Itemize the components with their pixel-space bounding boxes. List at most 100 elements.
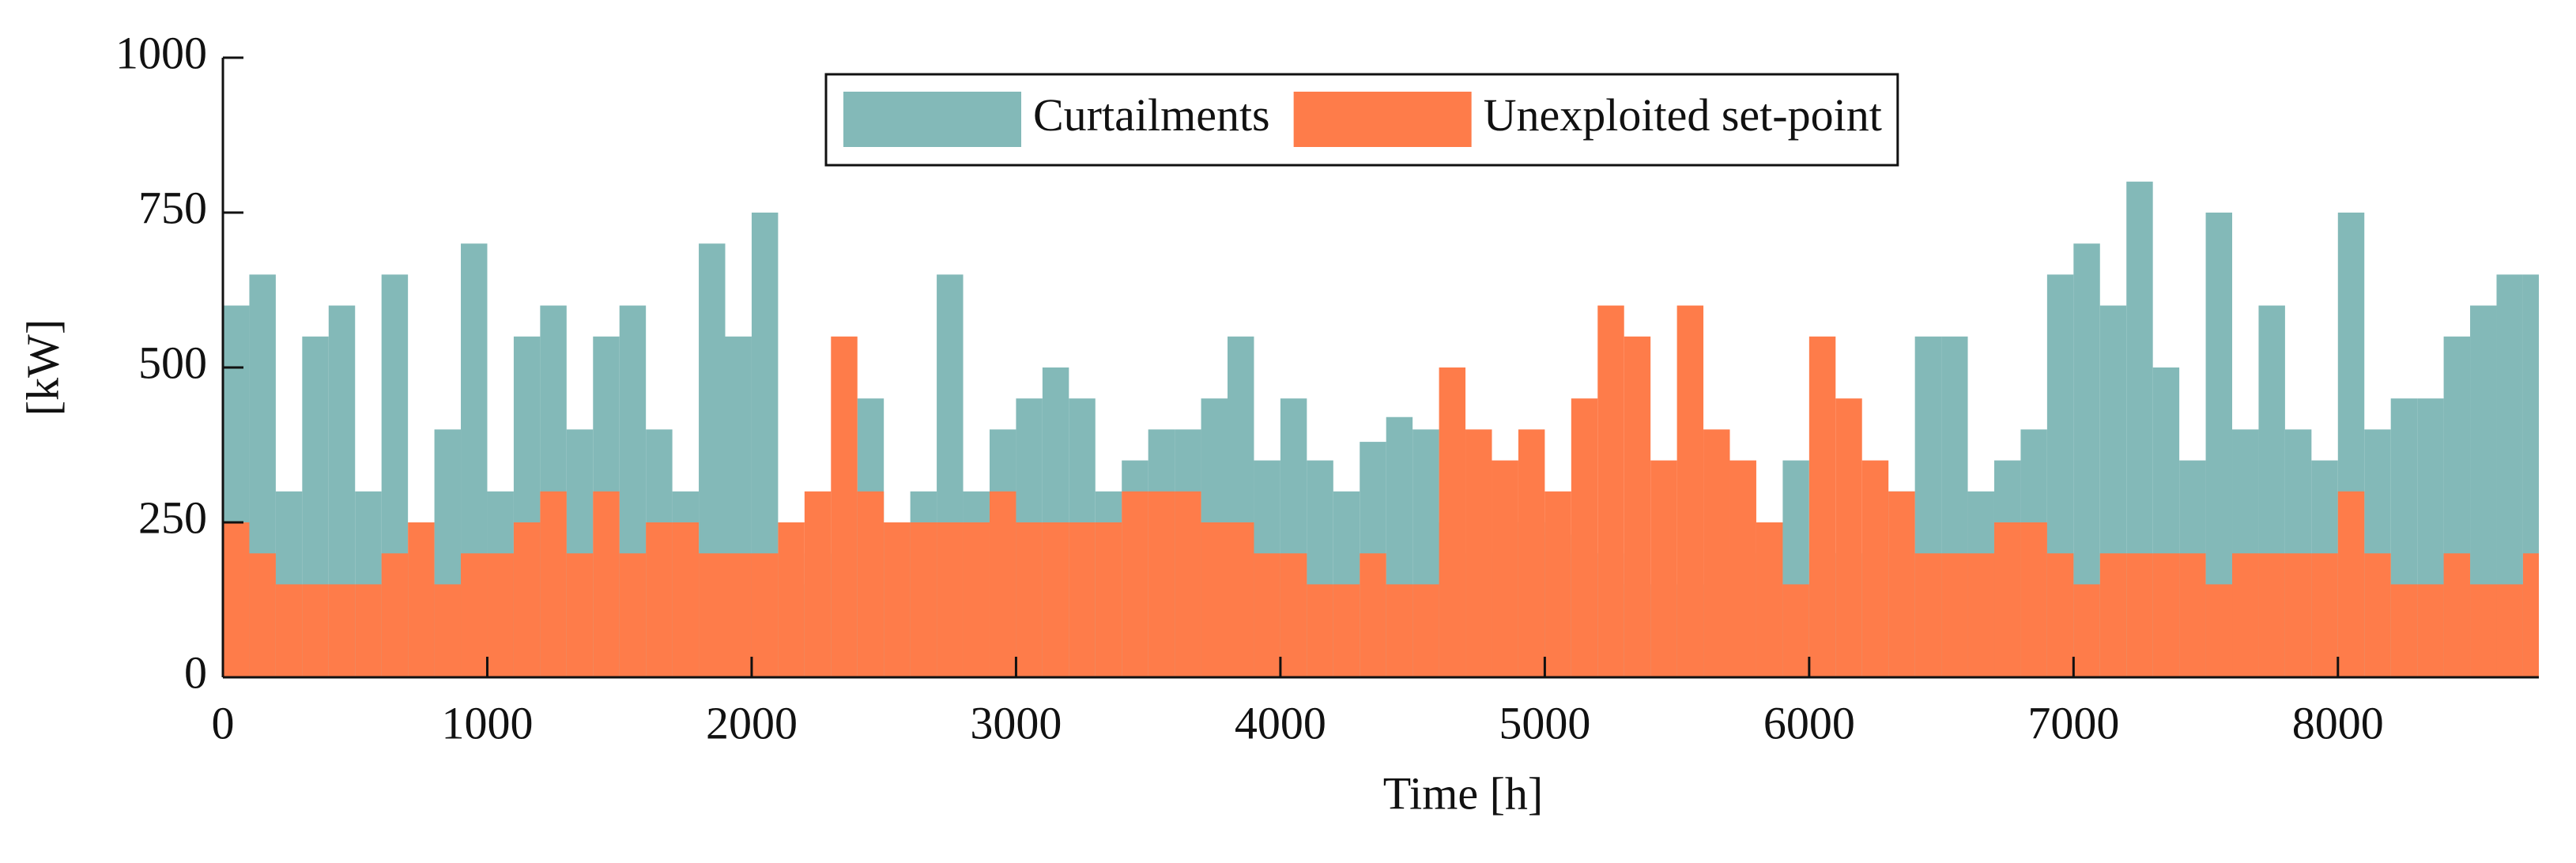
bar	[1016, 522, 1043, 677]
bar	[1729, 460, 1756, 677]
bar	[1518, 429, 1545, 677]
y-tick-label: 250	[138, 492, 207, 543]
bar	[2179, 553, 2206, 677]
bar	[831, 336, 858, 677]
x-tick-label: 0	[212, 697, 235, 748]
y-tick-label: 1000	[115, 27, 207, 78]
bar	[275, 584, 303, 677]
bar	[1201, 522, 1228, 677]
bar	[2152, 553, 2180, 677]
bar	[1967, 553, 1994, 677]
bar	[1254, 553, 1280, 677]
x-tick-label: 7000	[2027, 697, 2119, 748]
bar	[1571, 398, 1598, 677]
bar	[989, 491, 1016, 677]
bar	[223, 522, 250, 677]
bar	[1465, 429, 1492, 677]
bar	[461, 553, 488, 677]
bar	[1042, 522, 1069, 677]
bar	[1914, 553, 1942, 677]
legend-swatch	[1293, 92, 1472, 147]
bar	[646, 522, 673, 677]
bar	[249, 553, 276, 677]
bar	[2390, 584, 2418, 677]
x-tick-label: 4000	[1235, 697, 1326, 748]
bar	[1782, 584, 1809, 677]
bar	[751, 553, 779, 677]
bar	[487, 553, 514, 677]
bar	[2020, 522, 2047, 677]
y-tick-label: 750	[138, 182, 207, 233]
bar	[937, 522, 964, 677]
y-tick-label: 0	[184, 646, 207, 698]
x-axis-label: Time [h]	[1383, 767, 1544, 819]
bar	[408, 522, 435, 677]
bar	[1307, 584, 1333, 677]
bar	[434, 584, 462, 677]
x-tick-label: 6000	[1763, 697, 1855, 748]
bar	[1412, 584, 1439, 677]
bar	[884, 522, 911, 677]
x-tick-label: 8000	[2292, 697, 2384, 748]
bar	[1095, 522, 1122, 677]
bar	[1703, 429, 1730, 677]
bar	[2073, 584, 2100, 677]
bar	[2417, 584, 2444, 677]
y-axis-label: [kW]	[17, 319, 68, 416]
bar	[381, 553, 409, 677]
bar	[1333, 584, 1360, 677]
bar	[328, 584, 356, 677]
bar	[2364, 553, 2391, 677]
bar	[2205, 584, 2233, 677]
bar	[1861, 460, 1889, 677]
bar	[804, 491, 832, 677]
bar	[1993, 522, 2021, 677]
bar	[540, 491, 567, 677]
x-tick-label: 5000	[1499, 697, 1590, 748]
y-tick-label: 500	[138, 337, 207, 388]
bar	[1439, 367, 1466, 677]
bar	[2126, 553, 2153, 677]
bar	[513, 522, 541, 677]
bar	[1624, 336, 1651, 677]
bar	[566, 553, 594, 677]
bar	[2258, 553, 2285, 677]
bar	[1808, 336, 1836, 677]
bar	[1122, 491, 1148, 677]
bar	[1941, 553, 1968, 677]
bar	[2443, 553, 2471, 677]
bar	[1386, 584, 1413, 677]
bar	[910, 522, 937, 677]
bar	[2284, 553, 2312, 677]
bar	[1756, 522, 1783, 677]
legend-label: Unexploited set-point	[1484, 89, 1882, 141]
x-tick-label: 1000	[441, 697, 533, 748]
x-tick-label: 2000	[706, 697, 798, 748]
bar	[699, 553, 726, 677]
bar	[1835, 398, 1862, 677]
bar	[2046, 553, 2074, 677]
bar	[1676, 305, 1704, 677]
bar	[1148, 491, 1175, 677]
bar	[1280, 553, 1307, 677]
bar	[1492, 460, 1518, 677]
bar	[593, 491, 620, 677]
legend-label: Curtailments	[1033, 89, 1270, 141]
bar	[2470, 584, 2497, 677]
bar	[1069, 522, 1096, 677]
bar	[2099, 553, 2127, 677]
bar	[2496, 584, 2523, 677]
bar	[302, 584, 329, 677]
bar	[857, 491, 884, 677]
legend-swatch	[843, 92, 1021, 147]
bar	[355, 584, 382, 677]
bar	[725, 553, 752, 677]
x-tick-label: 3000	[970, 697, 1062, 748]
bar	[1597, 305, 1624, 677]
bar	[1360, 553, 1386, 677]
bar	[672, 522, 700, 677]
bar	[2522, 553, 2539, 677]
bar	[1175, 491, 1201, 677]
bar	[1228, 522, 1254, 677]
